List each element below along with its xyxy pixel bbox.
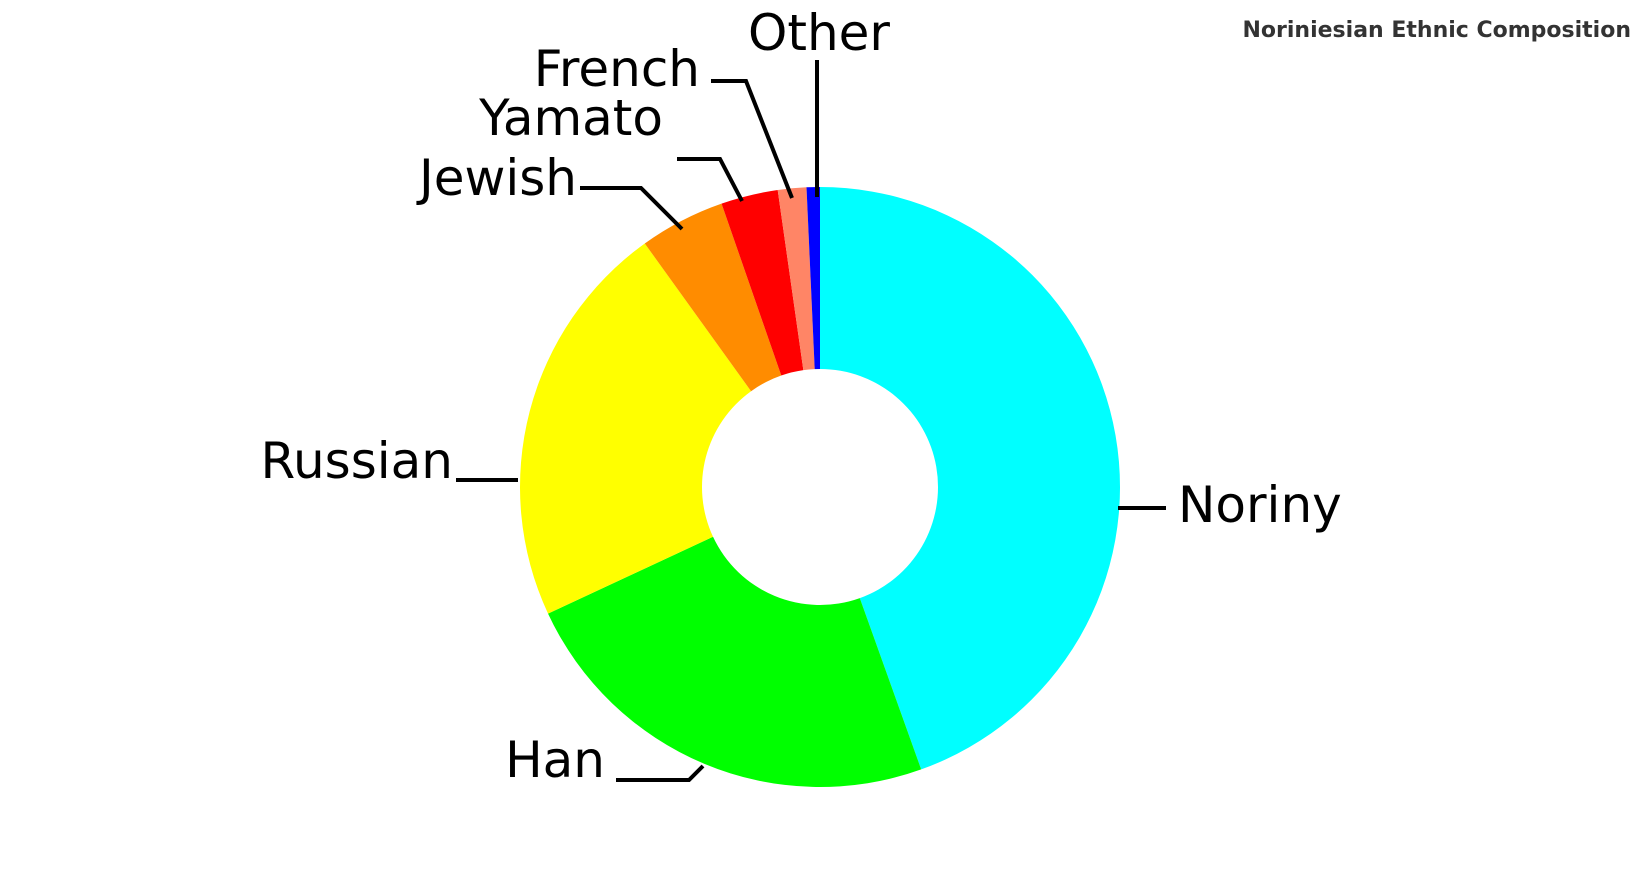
leader-line-yamato bbox=[677, 157, 744, 202]
slice-label-jewish: Jewish bbox=[416, 149, 577, 207]
slice-other bbox=[806, 187, 820, 370]
slice-noriny bbox=[820, 187, 1120, 770]
slice-label-other: Other bbox=[748, 4, 890, 62]
chart-title: Noriniesian Ethnic Composition bbox=[1242, 18, 1631, 43]
leader-line-han bbox=[616, 764, 705, 782]
leader-line-french bbox=[711, 79, 794, 199]
slice-yamato bbox=[721, 189, 804, 376]
slices-layer bbox=[519, 187, 1120, 788]
leader-line-jewish bbox=[580, 186, 684, 231]
slice-jewish bbox=[644, 203, 782, 392]
slice-label-french: French bbox=[534, 40, 700, 98]
leader-lines bbox=[456, 60, 1166, 782]
slice-label-russian: Russian bbox=[260, 432, 453, 490]
slice-french bbox=[777, 187, 815, 371]
slice-label-han: Han bbox=[505, 731, 605, 789]
slice-han bbox=[548, 536, 922, 788]
slice-russian bbox=[519, 243, 752, 614]
slice-label-yamato: Yamato bbox=[478, 89, 663, 147]
slice-label-noriny: Noriny bbox=[1178, 476, 1342, 534]
